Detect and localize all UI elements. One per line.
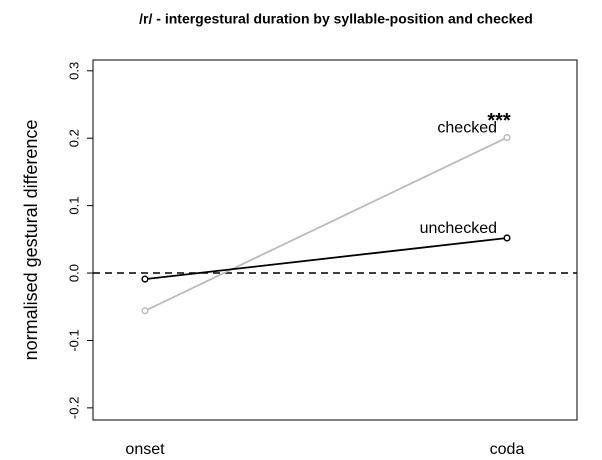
point: [141, 275, 149, 283]
chart-title: /r/ - intergestural duration by syllable…: [139, 11, 533, 27]
point: [141, 307, 149, 315]
point: [503, 133, 511, 142]
y-tick-label: 0.3: [66, 62, 81, 80]
x-tick-label: coda: [490, 441, 525, 458]
y-tick-label: 0.2: [66, 129, 81, 147]
x-tick-label: onset: [125, 441, 165, 458]
y-axis-label: normalised gestural difference: [21, 120, 41, 361]
y-tick-label: 0.0: [66, 264, 81, 282]
plot-frame: [92, 59, 578, 421]
series-line: [144, 237, 508, 280]
point: [503, 234, 511, 242]
y-tick-label: -0.1: [66, 329, 81, 351]
series-label: unchecked: [420, 220, 497, 237]
y-tick-label: 0.1: [66, 197, 81, 215]
y-tick-label: -0.2: [66, 397, 81, 419]
series-label: checked: [437, 120, 497, 137]
annotation: ***: [487, 110, 511, 132]
series-line: [144, 136, 508, 312]
